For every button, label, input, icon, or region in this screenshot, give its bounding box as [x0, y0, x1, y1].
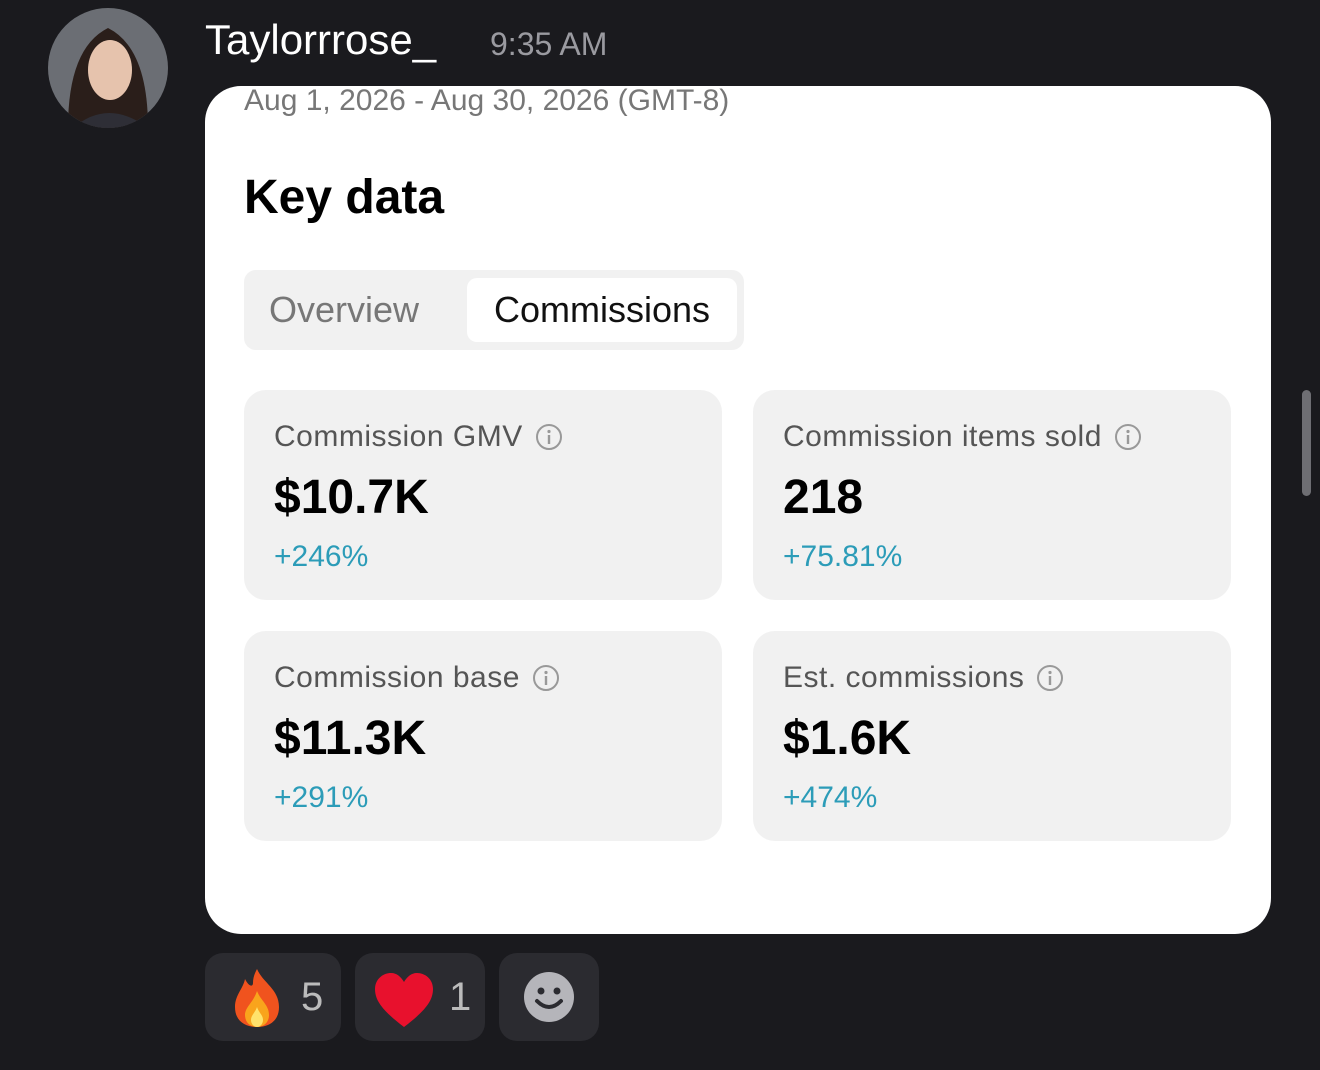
metric-label-row: Commission base [274, 661, 560, 695]
reaction-count: 5 [301, 975, 324, 1019]
info-icon[interactable] [1114, 423, 1142, 451]
tab-active[interactable]: Commissions [467, 278, 737, 342]
embed-card: Aug 1, 2026 - Aug 30, 2026 (GMT-8) Key d… [205, 86, 1271, 934]
fire-emoji [235, 969, 279, 1027]
tab[interactable]: Overview [269, 289, 420, 330]
metric-value: $1.6K [783, 712, 912, 765]
reaction[interactable]: 5 [205, 953, 341, 1041]
metric-label: Commission items sold [783, 420, 1102, 453]
info-icon[interactable] [1036, 664, 1064, 692]
avatar[interactable] [48, 8, 168, 128]
metric-change: +291% [274, 781, 369, 814]
metric-value: $10.7K [274, 471, 429, 524]
add-reaction[interactable] [499, 953, 599, 1041]
metric-card: Commission GMV $10.7K +246% [244, 390, 722, 600]
metric-card: Commission items sold 218 +75.81% [753, 390, 1231, 600]
reaction-count: 1 [449, 975, 472, 1019]
metric-value: 218 [783, 471, 864, 524]
reaction[interactable]: 1 [355, 953, 485, 1041]
info-icon[interactable] [535, 423, 563, 451]
metric-label-row: Commission items sold [783, 420, 1142, 454]
metric-change: +474% [783, 781, 878, 814]
card-title: Key data [244, 171, 445, 224]
metric-label-row: Est. commissions [783, 661, 1064, 695]
info-icon[interactable] [532, 664, 560, 692]
metric-card: Commission base $11.3K +291% [244, 631, 722, 841]
metric-change: +246% [274, 540, 369, 573]
metric-label-row: Commission GMV [274, 420, 563, 454]
metric-card: Est. commissions $1.6K +474% [753, 631, 1231, 841]
timestamp: 9:35 AM [490, 26, 608, 62]
metric-label: Commission base [274, 661, 520, 694]
smiley-icon [524, 972, 574, 1022]
metric-value: $11.3K [274, 712, 427, 765]
metric-change: +75.81% [783, 540, 903, 573]
scrollbar[interactable] [1302, 390, 1311, 496]
date-range: Aug 1, 2026 - Aug 30, 2026 (GMT-8) [244, 86, 730, 117]
metric-label: Est. commissions [783, 661, 1025, 694]
tab-group: Overview Commissions [244, 270, 744, 350]
metric-label: Commission GMV [274, 420, 523, 453]
username[interactable]: Taylorrrose_ [205, 16, 437, 63]
heart-emoji [375, 973, 433, 1027]
